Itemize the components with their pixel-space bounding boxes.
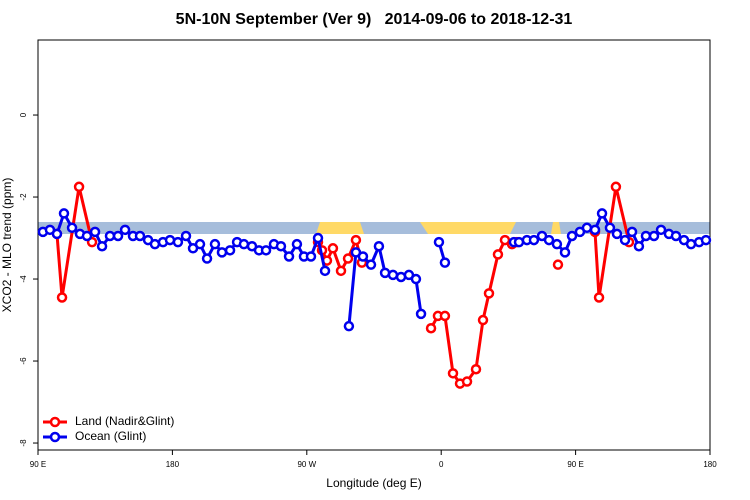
- series-line: [55, 186, 631, 386]
- point: [685, 238, 697, 250]
- point: [319, 265, 331, 277]
- point: [633, 240, 645, 252]
- point: [342, 253, 354, 264]
- x-tick-label: 90 W: [297, 460, 316, 469]
- point: [216, 247, 228, 258]
- plot-frame: [37, 39, 711, 451]
- point: [559, 247, 571, 258]
- y-tick-label: 0: [19, 112, 28, 117]
- point: [335, 265, 347, 277]
- y-tick-label: -4: [19, 275, 28, 283]
- point: [180, 230, 192, 242]
- point: [387, 269, 399, 281]
- land-band: [316, 222, 364, 234]
- point: [581, 222, 593, 234]
- x-tick-label: 90 E: [30, 460, 46, 469]
- point: [425, 322, 437, 334]
- x-tick-label: 180: [703, 460, 717, 469]
- point: [194, 238, 206, 250]
- point: [439, 257, 451, 268]
- x-tick-label: 180: [166, 460, 180, 469]
- legend-label: Land (Nadir&Glint): [75, 414, 174, 428]
- point: [149, 238, 161, 250]
- point: [470, 363, 482, 375]
- point: [119, 224, 131, 236]
- point: [610, 181, 622, 193]
- x-tick-label: 0: [439, 460, 444, 469]
- point: [655, 224, 667, 236]
- point: [312, 232, 324, 244]
- point: [410, 273, 422, 285]
- point: [350, 234, 362, 246]
- point: [589, 224, 601, 236]
- point: [201, 253, 213, 264]
- x-axis-label: Longitude (deg E): [326, 476, 421, 490]
- point: [134, 230, 146, 242]
- point: [626, 226, 638, 238]
- point: [73, 181, 85, 193]
- point: [433, 236, 445, 248]
- point: [593, 292, 605, 303]
- point: [260, 245, 272, 256]
- point: [551, 238, 563, 250]
- point: [373, 240, 385, 252]
- point: [619, 234, 631, 246]
- point: [415, 308, 427, 320]
- point: [596, 208, 608, 219]
- y-tick-label: -2: [19, 193, 28, 201]
- point: [343, 320, 355, 332]
- point: [58, 208, 70, 219]
- point: [477, 314, 489, 326]
- point: [552, 259, 564, 270]
- land-band: [551, 222, 561, 234]
- x-tick-label: 90 E: [567, 460, 583, 469]
- point: [700, 234, 712, 246]
- point: [566, 230, 578, 242]
- point: [365, 259, 377, 270]
- point: [604, 222, 616, 234]
- legend-marker: [49, 431, 61, 443]
- point: [96, 240, 108, 252]
- legend-marker: [49, 416, 61, 428]
- y-tick-label: -8: [19, 439, 28, 447]
- point: [611, 228, 623, 240]
- point: [291, 238, 303, 250]
- point: [640, 230, 652, 242]
- point: [447, 368, 459, 379]
- point: [104, 230, 116, 242]
- point: [543, 234, 555, 246]
- point: [439, 310, 451, 322]
- point: [492, 249, 504, 260]
- point: [89, 226, 101, 238]
- legend-label: Ocean (Glint): [75, 429, 146, 443]
- point: [66, 222, 78, 234]
- point: [238, 238, 250, 250]
- point: [209, 238, 221, 250]
- chart-title: 5N-10N September (Ver 9) 2014-09-06 to 2…: [176, 11, 573, 28]
- point: [528, 234, 540, 246]
- point: [357, 251, 369, 262]
- legend: Land (Nadir&Glint)Ocean (Glint): [43, 414, 174, 443]
- point: [275, 240, 287, 252]
- point: [283, 251, 295, 262]
- land-band: [420, 222, 516, 234]
- point: [648, 230, 660, 242]
- point: [305, 251, 317, 262]
- y-axis-label: XCO2 - MLO trend (ppm): [0, 178, 14, 313]
- point: [483, 288, 495, 299]
- point: [51, 228, 63, 240]
- point: [670, 230, 682, 242]
- point: [461, 376, 473, 387]
- point: [81, 230, 93, 242]
- point: [224, 245, 236, 256]
- point: [112, 230, 124, 242]
- point: [172, 236, 184, 248]
- point: [327, 243, 339, 254]
- y-tick-label: -6: [19, 357, 28, 365]
- point: [56, 292, 68, 303]
